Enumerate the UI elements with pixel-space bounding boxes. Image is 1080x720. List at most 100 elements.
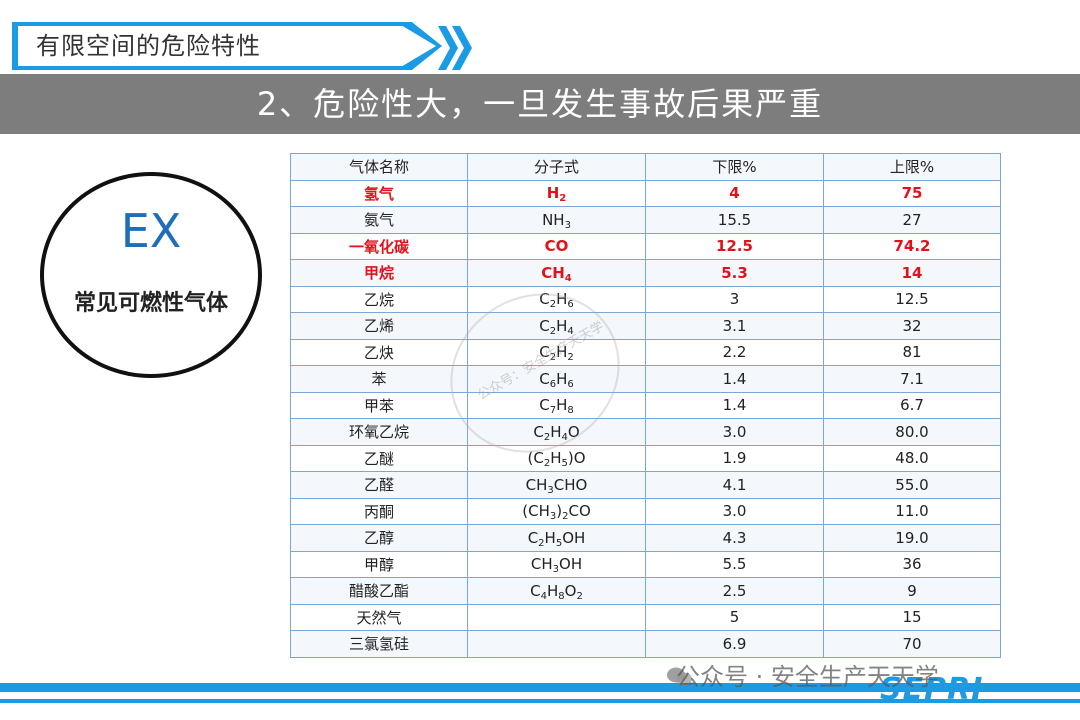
upper-limit-cell: 15 — [823, 603, 1001, 631]
gas-name-cell: 丙酮 — [290, 497, 468, 525]
upper-limit-cell: 14 — [823, 259, 1001, 287]
upper-limit-cell: 19.0 — [823, 524, 1001, 552]
upper-limit-cell: 11.0 — [823, 497, 1001, 525]
lower-limit-cell: 12.5 — [645, 232, 824, 260]
lower-limit-cell: 1.4 — [645, 391, 824, 419]
section-title: 有限空间的危险特性 — [36, 32, 261, 60]
table-row: 氨气 NH3 15.5 27 — [290, 206, 1001, 234]
lower-limit-cell: 5.5 — [645, 550, 824, 578]
sepri-logo: SEPRI — [880, 672, 984, 707]
gas-name-cell: 乙醚 — [290, 444, 468, 472]
lower-limit-cell: 2.5 — [645, 577, 824, 605]
lower-limit-cell: 4.1 — [645, 471, 824, 499]
table-row: 乙炔 C2H2 2.2 81 — [290, 338, 1001, 366]
gas-name-cell: 乙炔 — [290, 338, 468, 366]
lower-limit-cell: 15.5 — [645, 206, 824, 234]
gas-name-cell: 甲醇 — [290, 550, 468, 578]
table-row: 天然气 5 15 — [290, 603, 1001, 631]
gas-name-cell: 乙烯 — [290, 312, 468, 340]
table-row: 氢气 H2 4 75 — [290, 179, 1001, 207]
formula-cell: C2H4 — [467, 312, 646, 340]
footer-bar — [0, 683, 1080, 692]
table-body: 氢气 H2 4 75 氨气 NH3 15.5 27 一氧化碳 CO 12.5 74.2 甲烷 CH4 5.3… — [290, 179, 1001, 658]
formula-cell: C4H8O2 — [467, 577, 646, 605]
header-formula: 分子式 — [467, 153, 646, 181]
upper-limit-cell: 27 — [823, 206, 1001, 234]
lower-limit-cell: 3.0 — [645, 497, 824, 525]
formula-cell — [467, 630, 646, 658]
table-header-row: 气体名称 分子式 下限% 上限% — [290, 153, 1001, 181]
upper-limit-cell: 36 — [823, 550, 1001, 578]
header-lower-limit: 下限% — [645, 153, 824, 181]
table-row: 丙酮 (CH3)2CO 3.0 11.0 — [290, 497, 1001, 525]
table-row: 醋酸乙酯 C4H8O2 2.5 9 — [290, 577, 1001, 605]
lower-limit-cell: 4 — [645, 179, 824, 207]
formula-cell: (C2H5)O — [467, 444, 646, 472]
formula-cell: (CH3)2CO — [467, 497, 646, 525]
gas-name-cell: 醋酸乙酯 — [290, 577, 468, 605]
upper-limit-cell: 6.7 — [823, 391, 1001, 419]
formula-cell: C6H6 — [467, 365, 646, 393]
table-row: 甲醇 CH3OH 5.5 36 — [290, 550, 1001, 578]
formula-cell: C2H5OH — [467, 524, 646, 552]
wechat-watermark: 公众号 · 安全生产天天学 — [676, 663, 939, 691]
banner-background — [0, 74, 1080, 134]
formula-cell: NH3 — [467, 206, 646, 234]
lower-limit-cell: 1.4 — [645, 365, 824, 393]
table-row: 甲苯 C7H8 1.4 6.7 — [290, 391, 1001, 419]
table-row: 乙烷 C2H6 3 12.5 — [290, 285, 1001, 313]
upper-limit-cell: 7.1 — [823, 365, 1001, 393]
lower-limit-cell: 4.3 — [645, 524, 824, 552]
gas-name-cell: 三氯氢硅 — [290, 630, 468, 658]
gas-name-cell: 天然气 — [290, 603, 468, 631]
explosive-limits-table: 气体名称 分子式 下限% 上限% 氢气 H2 4 75 氨气 NH3 15.5 27 一氧化碳 C… — [290, 153, 1001, 658]
lower-limit-cell: 2.2 — [645, 338, 824, 366]
title-tab-background — [18, 26, 436, 66]
gas-name-cell: 苯 — [290, 365, 468, 393]
formula-cell: C7H8 — [467, 391, 646, 419]
table-row: 苯 C6H6 1.4 7.1 — [290, 365, 1001, 393]
lower-limit-cell: 1.9 — [645, 444, 824, 472]
gas-name-cell: 乙烷 — [290, 285, 468, 313]
formula-cell: CO — [467, 232, 646, 260]
gas-name-cell: 乙醇 — [290, 524, 468, 552]
upper-limit-cell: 80.0 — [823, 418, 1001, 446]
formula-cell: C2H4O — [467, 418, 646, 446]
ex-circle — [40, 172, 262, 378]
lower-limit-cell: 3.1 — [645, 312, 824, 340]
formula-cell — [467, 603, 646, 631]
table-row: 环氧乙烷 C2H4O 3.0 80.0 — [290, 418, 1001, 446]
lower-limit-cell: 5 — [645, 603, 824, 631]
circle-label: 常见可燃性气体 — [73, 291, 228, 316]
gas-name-cell: 氢气 — [290, 179, 468, 207]
footer-line — [0, 699, 1080, 703]
table-row: 甲烷 CH4 5.3 14 — [290, 259, 1001, 287]
gas-name-cell: 氨气 — [290, 206, 468, 234]
lower-limit-cell: 3.0 — [645, 418, 824, 446]
ex-symbol: EX — [120, 204, 182, 258]
upper-limit-cell: 48.0 — [823, 444, 1001, 472]
table-row: 三氯氢硅 6.9 70 — [290, 630, 1001, 658]
upper-limit-cell: 55.0 — [823, 471, 1001, 499]
gas-name-cell: 甲烷 — [290, 259, 468, 287]
gas-name-cell: 甲苯 — [290, 391, 468, 419]
upper-limit-cell: 9 — [823, 577, 1001, 605]
upper-limit-cell: 74.2 — [823, 232, 1001, 260]
wechat-icon — [667, 667, 692, 686]
gas-name-cell: 一氧化碳 — [290, 232, 468, 260]
table-row: 乙醚 (C2H5)O 1.9 48.0 — [290, 444, 1001, 472]
header-gas-name: 气体名称 — [290, 153, 468, 181]
upper-limit-cell: 12.5 — [823, 285, 1001, 313]
upper-limit-cell: 32 — [823, 312, 1001, 340]
table-row: 乙醇 C2H5OH 4.3 19.0 — [290, 524, 1001, 552]
header-upper-limit: 上限% — [823, 153, 1001, 181]
gas-name-cell: 环氧乙烷 — [290, 418, 468, 446]
formula-cell: H2 — [467, 179, 646, 207]
formula-cell: C2H2 — [467, 338, 646, 366]
lower-limit-cell: 5.3 — [645, 259, 824, 287]
table-row: 乙烯 C2H4 3.1 32 — [290, 312, 1001, 340]
upper-limit-cell: 81 — [823, 338, 1001, 366]
lower-limit-cell: 3 — [645, 285, 824, 313]
upper-limit-cell: 70 — [823, 630, 1001, 658]
upper-limit-cell: 75 — [823, 179, 1001, 207]
